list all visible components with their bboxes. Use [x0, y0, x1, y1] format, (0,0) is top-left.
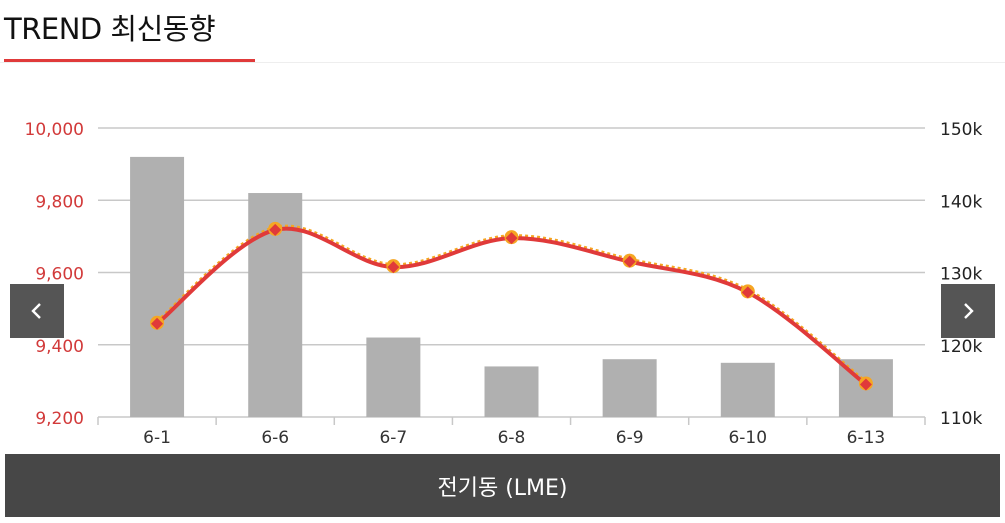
right-axis-tick-label: 110k — [940, 409, 982, 429]
right-axis-tick-label: 130k — [940, 265, 982, 285]
line-point — [387, 261, 400, 274]
line-point — [741, 286, 754, 299]
left-axis-tick-label: 9,400 — [35, 337, 84, 357]
commodity-label: 전기동 (LME) — [5, 454, 1000, 517]
chevron-left-icon — [31, 303, 41, 319]
bar — [366, 337, 421, 417]
line-point — [505, 232, 518, 245]
next-button[interactable] — [941, 284, 995, 338]
bar — [602, 359, 657, 417]
left-axis-tick-label: 9,800 — [35, 192, 84, 212]
x-axis-tick-label: 6-13 — [847, 428, 886, 448]
x-axis-tick-label: 6-1 — [143, 428, 171, 448]
bar — [484, 366, 539, 417]
right-axis-tick-label: 140k — [940, 192, 982, 212]
left-axis-tick-label: 9,600 — [35, 265, 84, 285]
x-axis-tick-label: 6-8 — [498, 428, 526, 448]
right-axis-tick-label: 120k — [940, 337, 982, 357]
trend-chart: 9,200 110k 9,400 120k 9,600 130k 9,800 140k 10,0… — [25, 120, 983, 448]
page-title: TREND 최신동향 — [4, 12, 216, 46]
right-axis-tick-label: 150k — [940, 120, 982, 140]
left-axis-tick-label: 9,200 — [35, 409, 84, 429]
line-point — [269, 223, 282, 236]
line-point — [623, 255, 636, 268]
x-axis-tick-label: 6-10 — [728, 428, 767, 448]
bar — [720, 362, 775, 417]
x-axis-tick-label: 6-6 — [261, 428, 289, 448]
x-axis-tick-label: 6-7 — [379, 428, 407, 448]
header: TREND 최신동향 — [0, 0, 1005, 63]
title-underline — [4, 59, 255, 62]
bar — [130, 156, 185, 417]
line-point — [151, 317, 164, 330]
x-axis-tick-label: 6-9 — [616, 428, 644, 448]
chevron-right-icon — [964, 303, 974, 319]
left-axis-tick-label: 10,000 — [25, 120, 84, 140]
prev-button[interactable] — [10, 284, 64, 338]
line-point — [859, 378, 872, 391]
